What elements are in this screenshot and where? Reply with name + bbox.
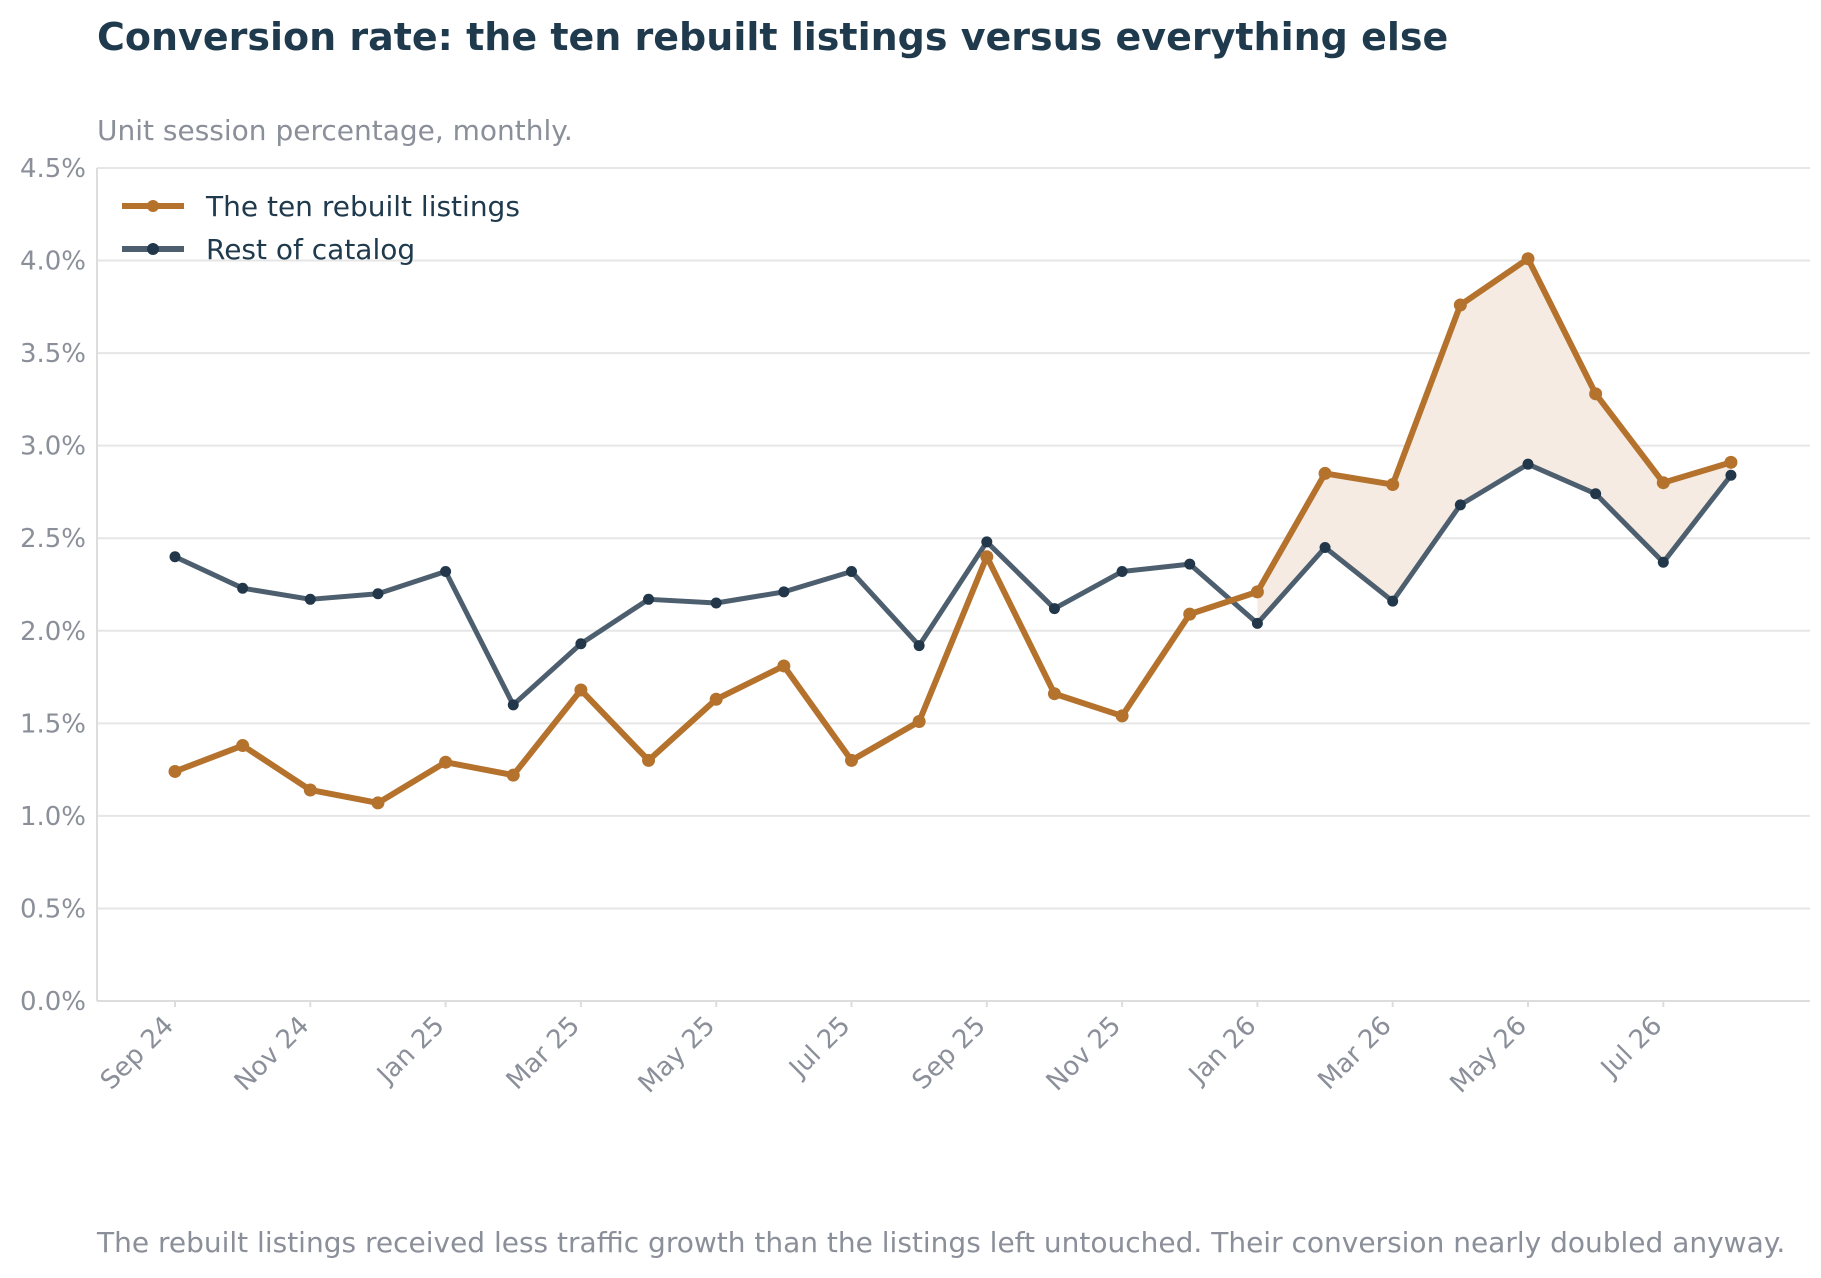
data-point-rebuilt — [1318, 466, 1332, 480]
y-axis: 0.0% 0.5% 1.0% 1.5% 2.0% 2.5% 3.0% 3.5% 4.0% 4.5% — [20, 154, 98, 1017]
data-point-rest — [440, 566, 452, 578]
y-tick-label: 2.5% — [20, 524, 86, 554]
data-point-rest — [710, 597, 722, 609]
y-tick-label: 3.0% — [20, 432, 86, 462]
data-point-rebuilt — [980, 550, 994, 564]
chart-title: Conversion rate: the ten rebuilt listing… — [97, 15, 1448, 59]
data-point-rest — [846, 566, 857, 578]
x-tick-label: May 26 — [1444, 1011, 1532, 1099]
series-markers — [168, 252, 1738, 810]
data-point-rest — [1590, 488, 1602, 500]
data-point-rebuilt — [1453, 298, 1467, 312]
x-tick-label: Sep 24 — [95, 1011, 180, 1096]
data-point-rest — [1522, 458, 1534, 470]
data-point-rest — [1725, 469, 1737, 481]
data-point-rebuilt — [1386, 478, 1400, 492]
x-tick-label: Nov 25 — [1041, 1011, 1127, 1097]
x-axis: Sep 24 Nov 24 Jan 25 Mar 25 May 25 Jul 25 Sep … — [95, 1001, 1668, 1099]
data-point-rest — [1251, 617, 1263, 629]
data-point-rebuilt — [1589, 387, 1603, 401]
data-point-rebuilt — [303, 783, 317, 797]
data-point-rebuilt — [777, 659, 791, 673]
y-tick-label: 4.0% — [20, 247, 86, 277]
x-tick-label: Jul 25 — [782, 1011, 856, 1085]
data-point-rest — [1116, 566, 1128, 578]
x-tick-label: Sep 25 — [907, 1011, 992, 1096]
y-tick-label: 4.5% — [20, 154, 86, 184]
data-point-rest — [237, 582, 249, 594]
data-point-rebuilt — [574, 683, 588, 697]
data-point-rebuilt — [439, 755, 453, 769]
legend-label-rebuilt: The ten rebuilt listings — [205, 190, 520, 223]
data-point-rest — [575, 638, 587, 650]
x-tick-label: May 25 — [633, 1011, 721, 1099]
data-point-rebuilt — [371, 796, 385, 810]
chart-footnote: The rebuilt listings received less traff… — [96, 1226, 1785, 1259]
y-tick-label: 1.5% — [20, 709, 86, 739]
data-point-rest — [372, 588, 384, 600]
data-point-rebuilt — [1047, 687, 1061, 701]
data-point-rebuilt — [642, 753, 656, 767]
data-point-rest — [304, 593, 316, 605]
data-point-rebuilt — [1521, 252, 1535, 266]
data-point-rebuilt — [709, 692, 723, 706]
data-point-rebuilt — [1250, 585, 1264, 599]
legend-label-rest: Rest of catalog — [206, 233, 415, 266]
x-tick-label: Mar 25 — [501, 1011, 586, 1096]
data-point-rebuilt — [506, 768, 520, 782]
data-point-rest — [778, 586, 790, 598]
data-point-rest — [169, 551, 181, 563]
data-point-rebuilt — [1183, 607, 1197, 621]
series-line-rebuilt — [172, 255, 1734, 806]
y-tick-label: 3.5% — [20, 339, 86, 369]
data-point-rest — [1454, 499, 1466, 511]
data-point-rebuilt — [912, 714, 926, 728]
x-tick-label: Jan 26 — [1182, 1011, 1262, 1091]
series-line-rest — [172, 461, 1734, 708]
legend-marker-rest — [147, 243, 159, 255]
x-tick-label: Mar 26 — [1313, 1011, 1398, 1096]
y-tick-label: 1.0% — [20, 802, 86, 832]
series-lines — [172, 255, 1734, 806]
y-tick-label: 0.0% — [20, 987, 86, 1017]
x-tick-label: Jul 26 — [1594, 1011, 1668, 1085]
grid-lines — [97, 167, 1810, 1002]
y-tick-label: 0.5% — [20, 894, 86, 924]
x-tick-label: Jan 25 — [370, 1011, 450, 1091]
gap-area — [1257, 258, 1731, 624]
data-point-rest — [913, 640, 925, 652]
data-point-rest — [507, 699, 519, 711]
data-point-rest — [981, 536, 993, 548]
legend: The ten rebuilt listings Rest of catalog — [122, 190, 520, 266]
data-point-rebuilt — [1656, 476, 1670, 490]
x-tick-label: Nov 24 — [229, 1011, 315, 1097]
gap-area-layer — [1257, 258, 1731, 624]
y-tick-label: 2.0% — [20, 617, 86, 647]
data-point-rebuilt — [1724, 455, 1738, 469]
data-point-rest — [1319, 541, 1331, 553]
data-point-rebuilt — [236, 739, 250, 753]
data-point-rest — [643, 593, 655, 605]
data-point-rest — [1184, 558, 1196, 570]
data-point-rest — [1657, 556, 1669, 568]
chart-subtitle: Unit session percentage, monthly. — [97, 114, 573, 147]
data-point-rebuilt — [1115, 709, 1129, 723]
legend-marker-rebuilt — [147, 200, 159, 212]
data-point-rebuilt — [168, 764, 182, 778]
data-point-rest — [1387, 595, 1399, 607]
data-point-rest — [1048, 603, 1060, 615]
data-point-rebuilt — [845, 753, 858, 767]
